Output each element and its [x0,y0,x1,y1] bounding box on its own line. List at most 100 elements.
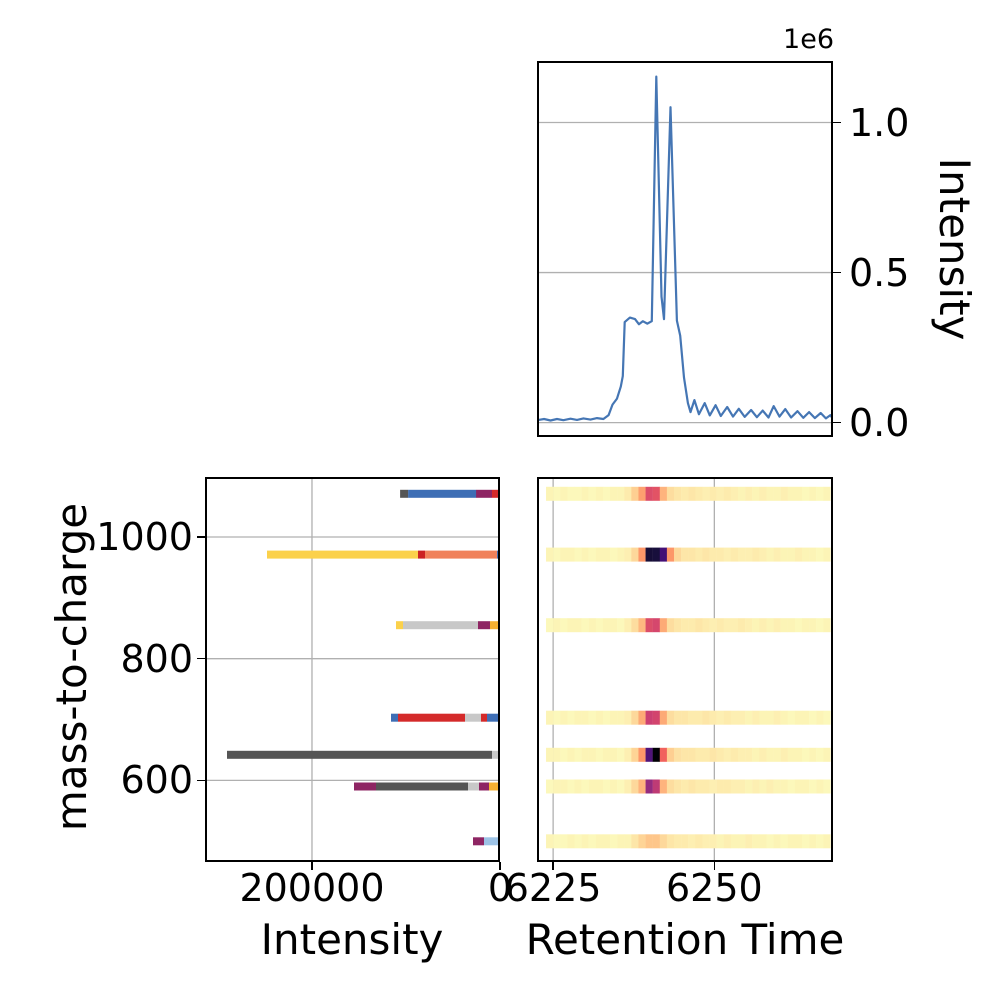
heatmap-cell [766,747,774,762]
heatmap-cell [773,779,781,794]
heatmap-cell [823,618,831,633]
heatmap-cell [617,779,625,794]
heatmap-cell [801,486,810,501]
heatmap-cell [759,747,767,762]
heatmap-cell [588,618,596,633]
tick-label: 1000 [96,514,193,559]
heatmap-cell [631,747,639,762]
heatmap-cell [567,747,575,762]
tick-label: 0.5 [849,250,910,295]
heatmap-cell [588,547,596,562]
heatmap-cell [688,486,696,501]
heatmap-cell [617,747,625,762]
heatmap-cell [780,747,788,762]
spectrum-bar-segment [396,621,403,630]
spectrum-bar-segment [425,550,497,559]
heatmap-cell [546,747,554,762]
heatmap-cell [737,486,746,501]
heatmap-cell [745,547,753,562]
heatmap-cell [588,779,596,794]
heatmap-cell [674,834,682,849]
heatmap-cell [780,618,788,633]
heatmap-cell [595,618,604,633]
heatmap-cell [659,834,668,849]
heatmap-cell [716,834,724,849]
heatmap-cell [766,834,774,849]
heatmap-cell [695,779,703,794]
heatmap-cell [652,834,660,849]
heatmap-cell [617,834,625,849]
heatmap-cell [610,747,618,762]
heatmap-cell [560,710,568,725]
heatmap-cell [553,618,561,633]
heatmap-cell [681,547,689,562]
heatmap-cell [709,486,717,501]
heatmap-cell [723,747,732,762]
heatmap-cell [560,486,568,501]
heatmap-cell [745,834,753,849]
heatmap-cell [730,486,739,501]
heatmap-cell [809,834,817,849]
heatmap-cell [688,747,696,762]
heatmap-cell [581,747,589,762]
spectrum-bar-segment [492,489,500,498]
heatmap-cell [631,710,639,725]
heatmap-cell [624,834,632,849]
heatmap-cell [794,618,803,633]
heatmap-cell [645,547,653,562]
heatmap-cell [624,747,632,762]
heatmap-cell [780,710,788,725]
heatmap-cell [631,779,639,794]
spectrum-bar-segment [408,489,477,498]
heatmap-cell [610,710,618,725]
heatmap-cell [752,779,760,794]
heatmap-cell [666,747,675,762]
heatmap-cell [759,710,767,725]
heatmap-cell [666,486,675,501]
heatmap-cell [631,486,639,501]
heatmap-cell [652,710,660,725]
heatmap-cell [773,834,781,849]
heatmap-cell [688,834,696,849]
chromatogram-line [537,75,833,422]
heatmap-panel [537,477,833,862]
heatmap-cell [595,547,604,562]
heatmap-cell [638,618,646,633]
heatmap-cell [610,834,618,849]
heatmap-cell [787,747,796,762]
heatmap-cell [553,486,561,501]
heatmap-cell [610,618,618,633]
heatmap-cell [809,747,817,762]
heatmap-cell [816,779,824,794]
heatmap-cell [560,618,568,633]
tick-label: 1.0 [849,100,910,145]
heatmap-cell [666,547,675,562]
heatmap-cell [681,834,689,849]
heatmap-cell [773,547,781,562]
panel-border [537,477,833,862]
tick-label: 0 [487,866,513,910]
heatmap-cell [816,834,824,849]
heatmap-cell [674,547,682,562]
heatmap-cell [659,618,668,633]
heatmap-cell [695,618,703,633]
heatmap-cell [709,747,717,762]
heatmap-cell [809,710,817,725]
heatmap-cell [567,834,575,849]
heatmap-cell [574,547,582,562]
heatmap-cell [794,834,803,849]
heatmap-cell [560,834,568,849]
heatmap-cell [773,486,781,501]
heatmap-cell [595,834,604,849]
heatmap-cell [688,618,696,633]
heatmap-cell [752,486,760,501]
heatmap-cell [787,547,796,562]
heatmap-cell [638,486,646,501]
heatmap-cell [780,834,788,849]
heatmap-cell [652,547,660,562]
heatmap-cell [581,486,589,501]
heatmap-cell [794,779,803,794]
heatmap-cell [759,779,767,794]
spectrum-bar-segment [489,782,500,791]
